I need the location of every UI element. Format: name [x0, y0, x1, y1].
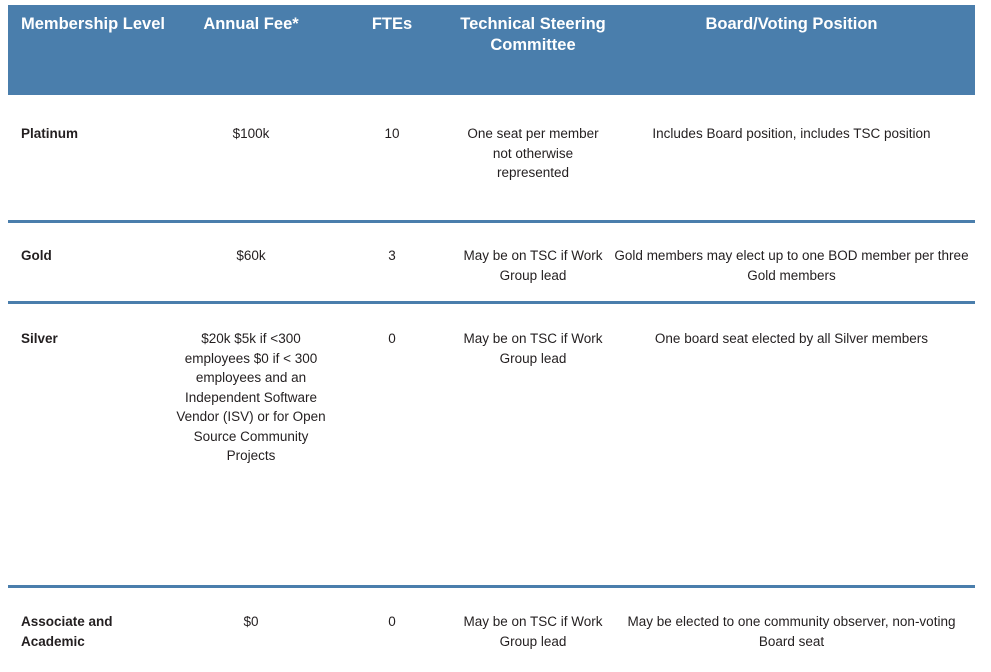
table-header: Membership Level Annual Fee* FTEs Techni… — [8, 5, 975, 95]
column-header-board-voting-position: Board/Voting Position — [705, 15, 878, 33]
cell-technical-steering-committee: May be on TSC if Work Group lead — [463, 331, 603, 366]
row-divider — [8, 220, 975, 223]
cell-ftes: 0 — [388, 614, 396, 629]
cell-board-voting-position: May be elected to one community observer… — [627, 614, 956, 649]
cell-board-voting-position: Includes Board position, includes TSC po… — [652, 126, 931, 141]
cell-membership-level: Silver — [21, 331, 58, 346]
column-header-ftes: FTEs — [371, 15, 413, 33]
cell-annual-fee: $60k — [236, 248, 266, 263]
cell-ftes: 3 — [388, 248, 396, 263]
cell-ftes: 10 — [384, 126, 400, 141]
column-header-annual-fee: Annual Fee* — [203, 15, 299, 33]
cell-board-voting-position: One board seat elected by all Silver mem… — [654, 331, 929, 346]
cell-membership-level: Platinum — [21, 126, 79, 141]
table-row: Associate and Academic $0 0 May be on TS… — [8, 583, 975, 653]
table-row: Gold $60k 3 May be on TSC if Work Group … — [8, 218, 975, 301]
cell-board-voting-position: Gold members may elect up to one BOD mem… — [614, 248, 969, 283]
cell-annual-fee: $100k — [232, 126, 270, 141]
cell-membership-level: Gold — [21, 248, 52, 263]
cell-annual-fee: $0 — [243, 614, 259, 629]
cell-technical-steering-committee: May be on TSC if Work Group lead — [463, 248, 603, 283]
table-row: Platinum $100k 10 One seat per member no… — [8, 95, 975, 218]
row-divider — [8, 585, 975, 588]
table-body: Platinum $100k 10 One seat per member no… — [8, 95, 975, 653]
cell-membership-level: Associate and Academic — [21, 614, 113, 649]
cell-technical-steering-committee: May be on TSC if Work Group lead — [463, 614, 603, 649]
column-header-technical-steering-committee: Technical Steering Committee — [460, 15, 606, 54]
cell-technical-steering-committee: One seat per member not otherwise repres… — [467, 126, 599, 180]
table-row: Silver $20k $5k if <300 employees $0 if … — [8, 301, 975, 583]
cell-annual-fee: $20k $5k if <300 employees $0 if < 300 e… — [176, 331, 326, 463]
cell-ftes: 0 — [388, 331, 396, 346]
row-divider — [8, 301, 975, 304]
column-header-membership-level: Membership Level — [21, 15, 165, 33]
